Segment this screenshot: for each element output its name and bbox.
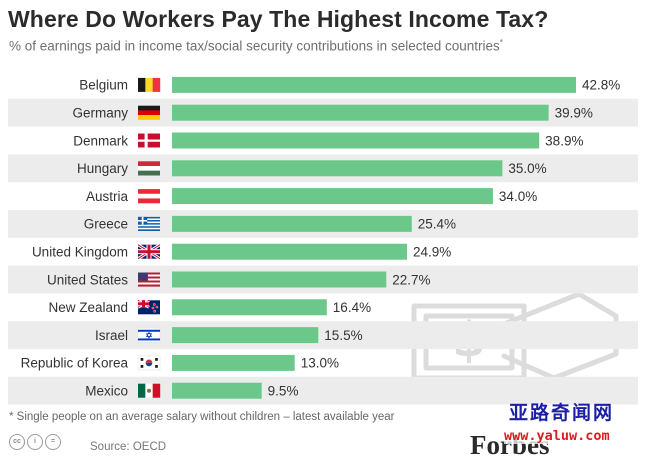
category-label: Mexico <box>85 384 128 399</box>
footnote: * Single people on an average salary wit… <box>9 411 395 423</box>
greece-flag-icon <box>138 216 160 231</box>
watermark-site-name: 亚路奇闻网 <box>509 402 615 424</box>
bar <box>172 188 493 205</box>
bar <box>172 160 503 177</box>
mexico-flag-icon <box>138 383 161 398</box>
bar <box>172 327 319 344</box>
category-label: Greece <box>84 217 128 232</box>
uk-flag-icon <box>137 243 161 260</box>
category-label: New Zealand <box>48 300 128 315</box>
category-label: Germany <box>72 106 128 121</box>
bar <box>172 215 412 232</box>
cc-icon: cc <box>9 434 25 450</box>
category-label: Hungary <box>77 161 128 176</box>
category-label: Denmark <box>73 133 128 148</box>
category-label: Belgium <box>79 78 128 93</box>
germany-flag-icon <box>138 105 160 120</box>
chart-title: Where Do Workers Pay The Highest Income … <box>8 6 549 32</box>
bar <box>172 299 327 316</box>
value-label: 13.0% <box>301 356 339 371</box>
bar <box>172 354 295 371</box>
value-label: 24.9% <box>413 245 451 260</box>
watermark-url: www.yaluw.com <box>504 428 610 444</box>
bar <box>172 132 540 149</box>
new-zealand-flag-icon <box>137 299 160 315</box>
source-label: Source: OECD <box>90 441 167 453</box>
value-label: 25.4% <box>418 217 456 232</box>
value-label: 34.0% <box>499 189 537 204</box>
bar <box>172 76 576 93</box>
value-label: 15.5% <box>324 328 362 343</box>
hungary-flag-icon <box>138 161 160 176</box>
category-label: Israel <box>95 328 128 343</box>
value-label: 38.9% <box>545 133 583 148</box>
category-label: United Kingdom <box>32 245 128 260</box>
category-label: United States <box>47 272 128 287</box>
bar <box>172 243 408 260</box>
belgium-flag-icon <box>138 77 161 92</box>
category-label: Republic of Korea <box>21 356 129 371</box>
usa-flag-icon <box>138 272 160 287</box>
bar <box>172 104 549 121</box>
value-label: 9.5% <box>268 384 299 399</box>
bar <box>172 271 387 288</box>
value-label: 22.7% <box>392 272 430 287</box>
israel-flag-icon <box>137 327 161 343</box>
denmark-flag-icon <box>138 133 160 148</box>
category-label: Austria <box>86 189 129 204</box>
value-label: 42.8% <box>582 78 620 93</box>
nd-icon: = <box>45 434 61 450</box>
korea-flag-icon <box>137 355 161 371</box>
bar <box>172 382 262 399</box>
row-band <box>8 376 638 405</box>
value-label: 35.0% <box>508 161 546 176</box>
value-label: 16.4% <box>333 300 371 315</box>
austria-flag-icon <box>138 189 160 204</box>
value-label: 39.9% <box>555 106 593 121</box>
license-icons: cc i = <box>9 434 61 450</box>
by-icon: i <box>27 434 43 450</box>
chart-subtitle: % of earnings paid in income tax/social … <box>9 38 503 54</box>
row-band <box>8 321 638 349</box>
